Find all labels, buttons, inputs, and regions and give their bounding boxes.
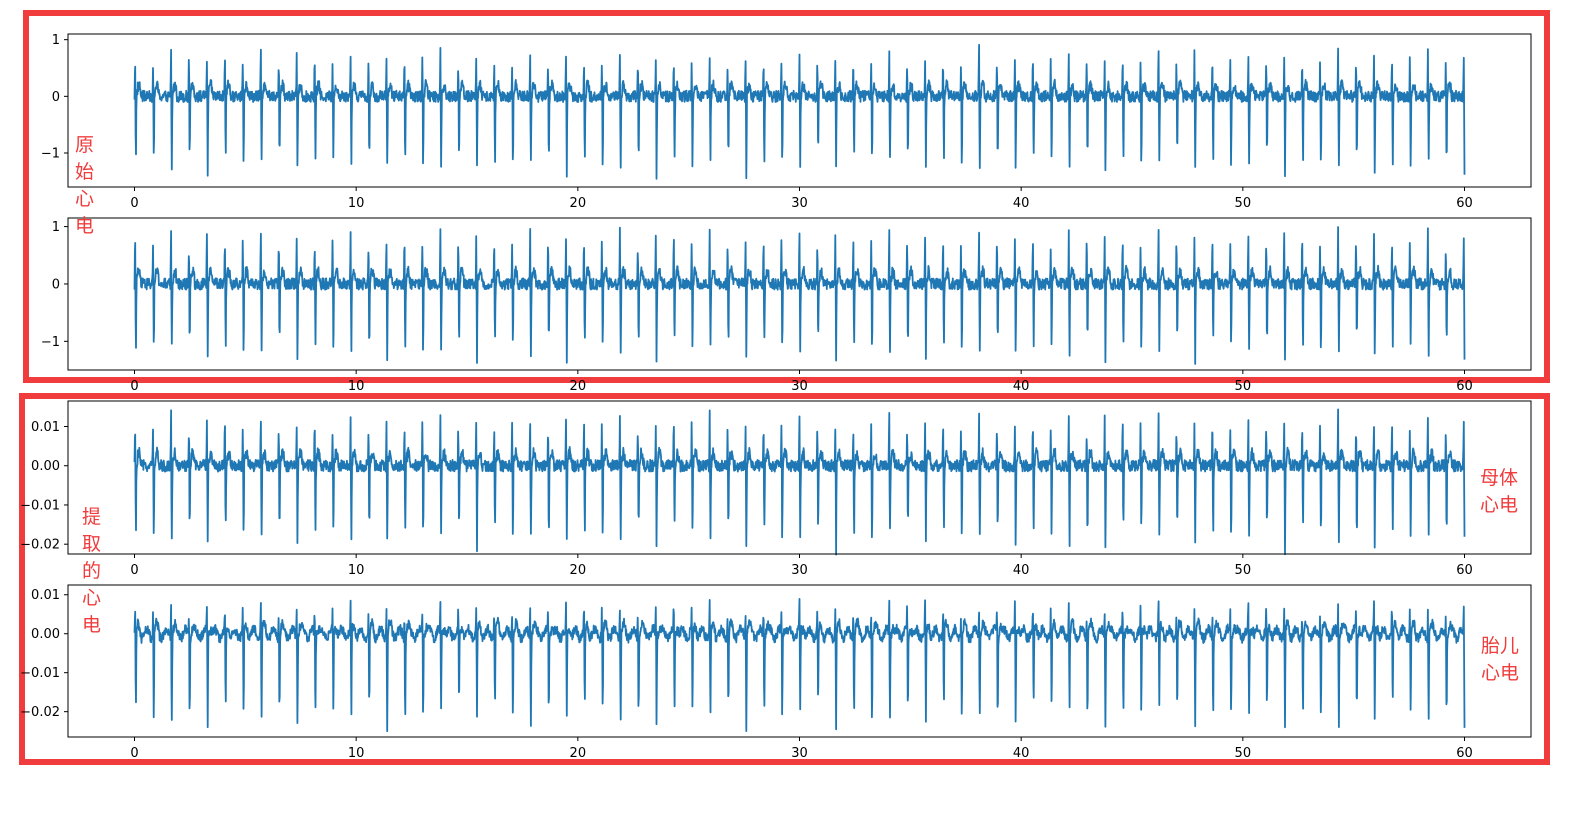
y-tick-label: 0.00 <box>31 459 60 474</box>
x-tick-label: 60 <box>1456 196 1473 211</box>
x-tick-label: 20 <box>570 196 587 211</box>
x-tick-label: 0 <box>130 379 138 394</box>
x-tick-label: 40 <box>1013 379 1030 394</box>
y-tick-label: −0.02 <box>20 705 60 720</box>
plot-panel-3: 0 10 20 30 40 50 60 0.01 0.00 −0.01 −0.02 <box>20 400 1532 578</box>
ecg-signal-line-4 <box>133 598 1466 733</box>
raw-ecg-highlight-box <box>23 10 1550 383</box>
x-tick-label: 60 <box>1456 746 1473 761</box>
y-tick-label: 0 <box>52 277 60 292</box>
extracted-ecg-annotation: 提 取 的 心 电 <box>82 506 102 636</box>
extracted-ecg-highlight-box <box>19 393 1550 765</box>
y-tick-label: −1 <box>41 147 60 162</box>
y-tick-label: −0.02 <box>20 538 60 553</box>
x-tick-label: 10 <box>348 746 365 761</box>
x-tick-label: 60 <box>1456 563 1473 578</box>
ecg-signal-line-2 <box>133 226 1466 365</box>
x-tick-label: 50 <box>1235 746 1252 761</box>
y-tick-label: −0.01 <box>20 498 60 513</box>
x-tick-label: 10 <box>348 379 365 394</box>
x-tick-label: 0 <box>130 746 138 761</box>
x-tick-label: 30 <box>791 379 808 394</box>
x-tick-label: 20 <box>570 563 587 578</box>
plot-panel-4: 0 10 20 30 40 50 60 0.01 0.00 −0.01 −0.02 <box>20 584 1532 761</box>
x-tick-label: 0 <box>130 196 138 211</box>
ecg-signal-line-1 <box>133 43 1466 180</box>
x-tick-label: 40 <box>1013 196 1030 211</box>
raw-ecg-annotation: 原 始 心 电 <box>75 134 95 237</box>
x-tick-label: 20 <box>570 379 587 394</box>
ecg-signal-line-3 <box>133 408 1466 556</box>
x-tick-label: 10 <box>348 196 365 211</box>
y-tick-label: 1 <box>52 220 60 235</box>
x-tick-label: 50 <box>1235 563 1252 578</box>
x-tick-label: 30 <box>791 563 808 578</box>
x-tick-label: 10 <box>348 563 365 578</box>
y-tick-label: −1 <box>41 335 60 350</box>
y-tick-label: 0 <box>52 90 60 105</box>
fetal-ecg-annotation: 胎儿 心电 <box>1481 635 1520 684</box>
x-tick-label: 0 <box>130 563 138 578</box>
x-tick-label: 40 <box>1013 563 1030 578</box>
y-tick-label: 0.01 <box>31 420 60 435</box>
x-tick-label: 20 <box>570 746 587 761</box>
x-tick-label: 50 <box>1235 379 1252 394</box>
x-tick-label: 40 <box>1013 746 1030 761</box>
y-tick-label: 0.00 <box>31 627 60 642</box>
x-tick-label: 30 <box>791 746 808 761</box>
y-tick-label: 1 <box>52 33 60 48</box>
y-tick-label: −0.01 <box>20 666 60 681</box>
x-tick-label: 30 <box>791 196 808 211</box>
maternal-ecg-annotation: 母体 心电 <box>1480 467 1519 516</box>
x-tick-label: 60 <box>1456 379 1473 394</box>
y-tick-label: 0.01 <box>31 588 60 603</box>
x-tick-label: 50 <box>1235 196 1252 211</box>
